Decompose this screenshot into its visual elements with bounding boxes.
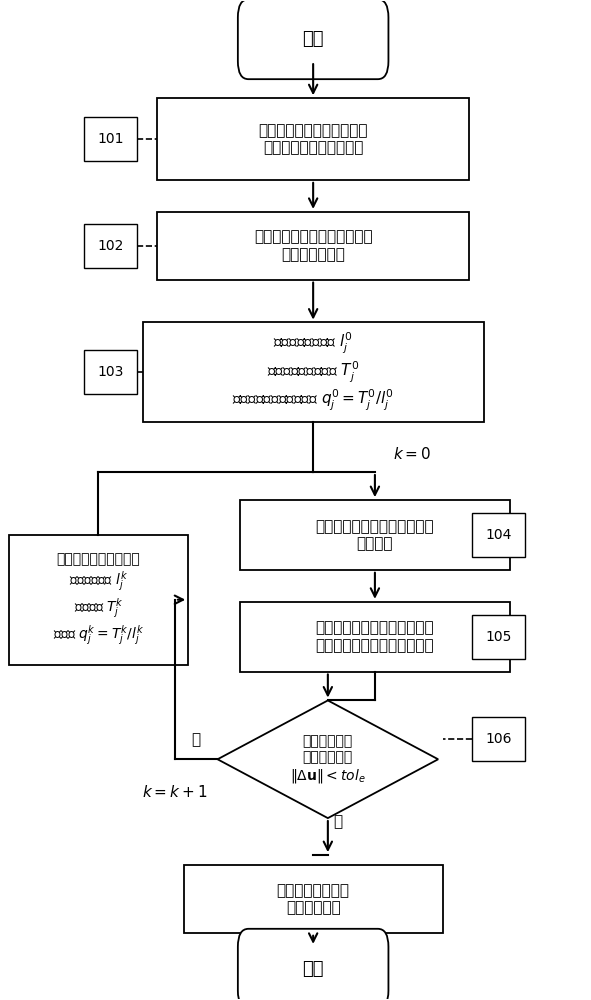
FancyBboxPatch shape: [84, 224, 137, 268]
FancyBboxPatch shape: [238, 0, 388, 79]
Text: 101: 101: [97, 132, 124, 146]
FancyBboxPatch shape: [157, 212, 469, 280]
Text: 105: 105: [485, 630, 512, 644]
Text: $k=k+1$: $k=k+1$: [142, 784, 207, 800]
FancyBboxPatch shape: [84, 117, 137, 161]
Text: 根据静力平衡迭代结果
更新索段长度 $l_j^k$
索段张力 $T_j^k$
力密度 $q_j^k=T_j^k/l_j^k$: 根据静力平衡迭代结果 更新索段长度 $l_j^k$ 索段张力 $T_j^k$ 力…: [53, 552, 144, 647]
FancyBboxPatch shape: [472, 615, 525, 659]
Text: 是: 是: [334, 814, 343, 829]
Text: 103: 103: [97, 365, 124, 379]
Text: 输出索网节点位置
和索段张力值: 输出索网节点位置 和索段张力值: [277, 883, 350, 915]
Text: 计算索段初始长度 $l_j^0$
设计索段初始张力值 $T_j^0$
计算索段初始力密度系数 $q_j^0=T_j^0/l_j^0$: 计算索段初始长度 $l_j^0$ 设计索段初始张力值 $T_j^0$ 计算索段初…: [232, 331, 394, 413]
FancyBboxPatch shape: [239, 602, 510, 672]
Text: 开始: 开始: [303, 30, 324, 48]
FancyBboxPatch shape: [472, 717, 525, 761]
Text: 结束: 结束: [303, 960, 324, 978]
Text: 104: 104: [485, 528, 512, 542]
Text: 106: 106: [485, 732, 512, 746]
FancyBboxPatch shape: [9, 535, 188, 665]
FancyBboxPatch shape: [142, 322, 483, 422]
Text: 采用渐近迭代力密度法对索网
进行找形: 采用渐近迭代力密度法对索网 进行找形: [316, 519, 434, 551]
Text: 否: 否: [191, 732, 201, 747]
FancyBboxPatch shape: [238, 929, 388, 1000]
Text: 设计支撑桁架及索网初始节点
位置和连接关系: 设计支撑桁架及索网初始节点 位置和连接关系: [254, 230, 372, 262]
Text: 建立索网及支撑桁架等几何有
限元模型并进行静力平衡迭代: 建立索网及支撑桁架等几何有 限元模型并进行静力平衡迭代: [316, 620, 434, 653]
Text: 是否满足静力
迭代终止条件
$\|\Delta\mathbf{u}\|<tol_e$: 是否满足静力 迭代终止条件 $\|\Delta\mathbf{u}\|<tol_…: [290, 734, 366, 785]
Text: $k=0$: $k=0$: [392, 446, 431, 462]
Text: 选择天线设计参数、材料参
数、几何参数和拓扑关系: 选择天线设计参数、材料参 数、几何参数和拓扑关系: [258, 123, 368, 155]
FancyBboxPatch shape: [84, 350, 137, 394]
FancyBboxPatch shape: [184, 865, 443, 933]
Text: 102: 102: [97, 239, 124, 253]
FancyBboxPatch shape: [239, 500, 510, 570]
Polygon shape: [217, 700, 438, 818]
FancyBboxPatch shape: [157, 98, 469, 180]
FancyBboxPatch shape: [472, 513, 525, 557]
